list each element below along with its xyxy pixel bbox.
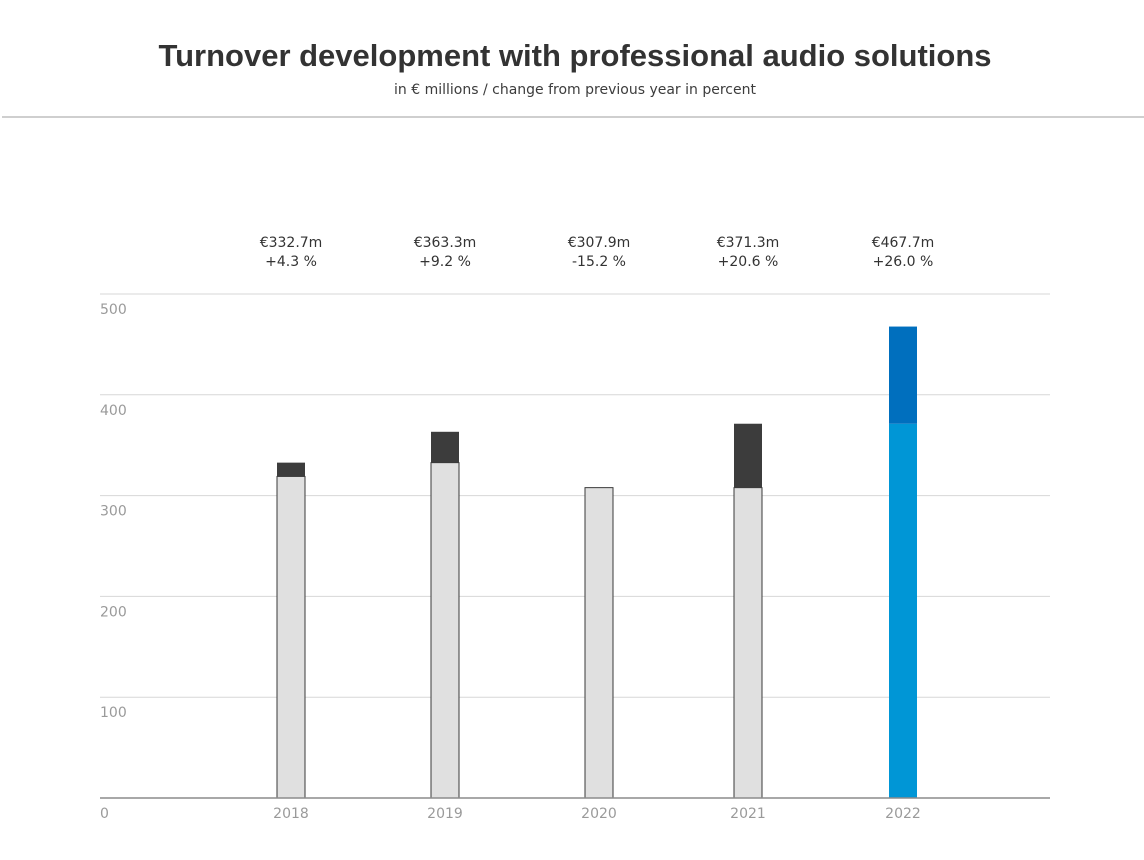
y-tick-label: 300 <box>100 504 127 520</box>
y-axis-ticks: 0 100 200 300 400 500 <box>100 302 127 822</box>
bar-base <box>276 475 306 799</box>
value-label: €467.7m <box>872 235 935 251</box>
bar-increase <box>889 326 917 424</box>
bar-base <box>889 423 917 798</box>
value-label: €332.7m <box>260 235 323 251</box>
title-divider <box>2 116 1144 118</box>
x-axis-ticks: 2018 2019 2020 2021 2022 <box>273 806 921 822</box>
change-label: +4.3 % <box>265 254 317 270</box>
x-tick-label: 2022 <box>885 806 921 822</box>
change-label: +20.6 % <box>718 254 779 270</box>
x-tick-label: 2020 <box>581 806 617 822</box>
value-label: €371.3m <box>717 235 780 251</box>
x-tick-label: 2018 <box>273 806 309 822</box>
y-tick-label: 100 <box>100 705 127 721</box>
change-label: +9.2 % <box>419 254 471 270</box>
bar-base <box>584 487 614 799</box>
y-tick-label: 400 <box>100 403 127 419</box>
bars <box>276 326 917 799</box>
bar-increase <box>431 431 459 463</box>
chart-title: Turnover development with professional a… <box>158 38 992 73</box>
value-label: €307.9m <box>568 235 631 251</box>
change-label: +26.0 % <box>873 254 934 270</box>
y-tick-label: 500 <box>100 302 127 318</box>
y-tick-label: 0 <box>100 806 109 822</box>
x-tick-label: 2021 <box>730 806 766 822</box>
x-tick-label: 2019 <box>427 806 463 822</box>
y-tick-label: 200 <box>100 604 127 620</box>
bar-base <box>430 462 460 799</box>
change-label: -15.2 % <box>572 254 626 270</box>
bar-base <box>733 487 763 799</box>
bar-increase <box>277 462 305 477</box>
value-label: €363.3m <box>414 235 477 251</box>
bar-annotations: €332.7m +4.3 % €363.3m +9.2 % €307.9m -15.2 %… <box>260 235 935 270</box>
chart-subtitle: in € millions / change from previous yea… <box>394 82 756 98</box>
bar-increase <box>734 423 762 488</box>
